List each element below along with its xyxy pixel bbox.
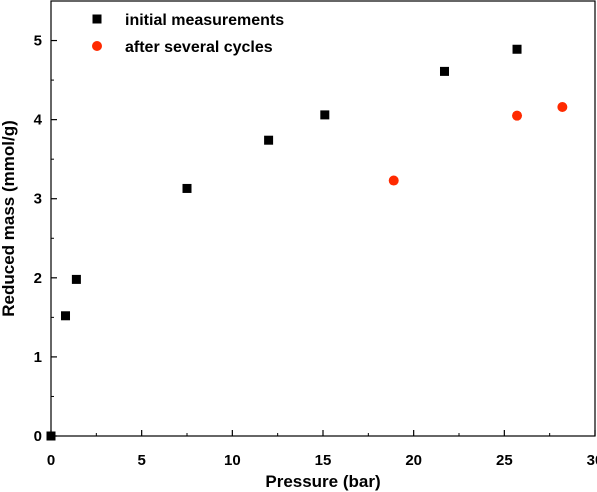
x-axis: 0 5 10 15 20 25 30 xyxy=(47,430,597,469)
legend-marker-circle xyxy=(92,41,102,51)
data-point-square xyxy=(264,135,274,145)
data-point-square xyxy=(61,311,71,321)
series-1 xyxy=(46,44,522,441)
legend-marker-square xyxy=(92,14,102,24)
y-tick-label: 5 xyxy=(34,33,42,50)
x-tick-label: 30 xyxy=(587,452,597,469)
plot-frame xyxy=(50,0,596,437)
x-tick-label: 15 xyxy=(315,452,332,469)
data-point-square xyxy=(512,44,522,54)
data-point-circle xyxy=(388,175,399,186)
data-point-square xyxy=(46,431,56,441)
legend: initial measurements after several cycles xyxy=(92,12,284,56)
x-tick-label: 25 xyxy=(496,452,513,469)
data-point-square xyxy=(439,66,449,76)
legend-label: initial measurements xyxy=(125,12,284,29)
y-tick-label: 0 xyxy=(34,428,42,445)
series-2 xyxy=(388,101,568,186)
data-point-square xyxy=(71,274,81,284)
data-point-circle xyxy=(557,101,568,112)
y-tick-label: 4 xyxy=(34,112,43,129)
y-tick-label: 1 xyxy=(34,349,42,366)
y-axis: 0 1 2 3 4 5 xyxy=(34,33,57,445)
data-point-square xyxy=(320,110,330,120)
x-tick-label: 5 xyxy=(137,452,145,469)
y-axis-title: Reduced mass (mmol/g) xyxy=(0,120,18,317)
x-tick-label: 0 xyxy=(47,452,55,469)
data-point-circle xyxy=(512,110,523,121)
x-tick-label: 20 xyxy=(405,452,422,469)
x-axis-title: Pressure (bar) xyxy=(265,472,380,491)
data-series xyxy=(46,44,568,441)
legend-label: after several cycles xyxy=(125,39,273,56)
data-point-square xyxy=(182,183,192,193)
y-tick-label: 2 xyxy=(34,270,42,287)
y-tick-label: 3 xyxy=(34,191,42,208)
x-tick-label: 10 xyxy=(224,452,241,469)
